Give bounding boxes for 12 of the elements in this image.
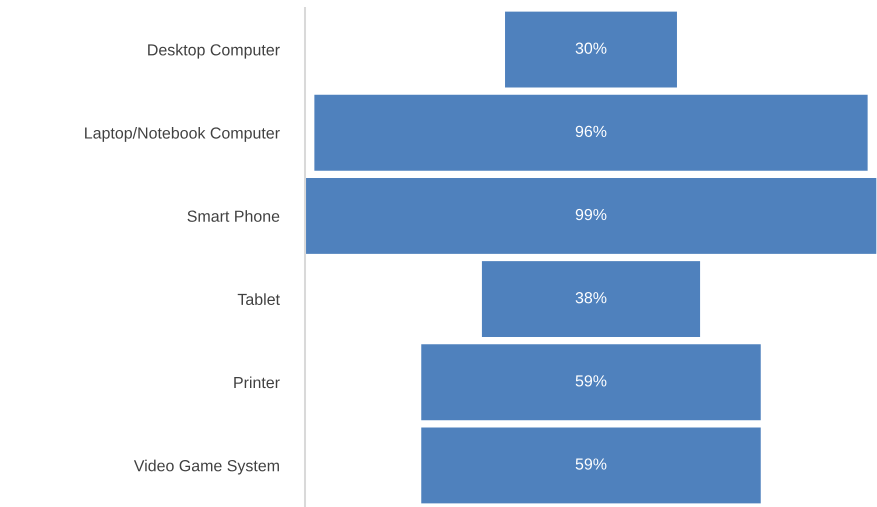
category-label: Video Game System (134, 460, 279, 475)
data-label: 30% (576, 42, 606, 54)
data-label: 38% (576, 292, 606, 304)
data-label: 59% (576, 375, 606, 387)
category-label: Smart Phone (188, 210, 280, 222)
data-label: 99% (576, 208, 606, 220)
data-label: 59% (576, 458, 606, 470)
data-label: 96% (576, 126, 606, 138)
category-label: Tablet (238, 293, 280, 306)
category-label: Printer (234, 376, 280, 388)
category-label: Desktop Computer (148, 44, 280, 59)
category-label: Laptop/Notebook Computer (85, 126, 280, 142)
